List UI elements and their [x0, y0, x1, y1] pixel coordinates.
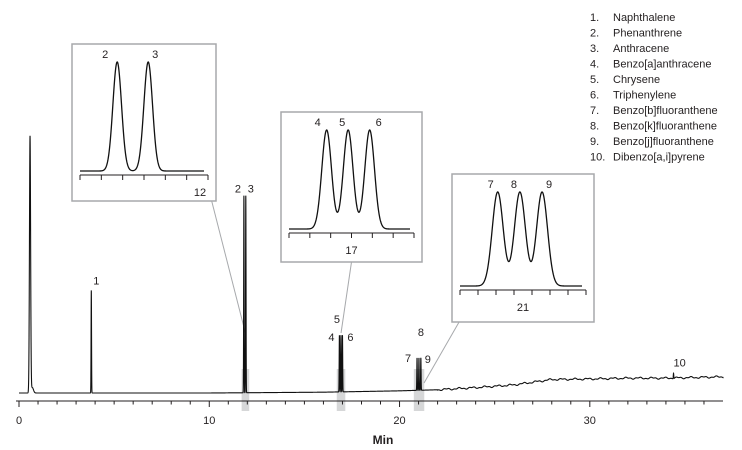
- legend-number: 6.: [590, 90, 599, 102]
- peak-label-9: 9: [425, 354, 431, 366]
- zoom-highlight-3: [413, 369, 425, 411]
- inset-1: 2 3 12: [71, 43, 217, 202]
- legend-compound-name: Dibenzo[a,i]pyrene: [613, 152, 705, 164]
- inset-frame: [451, 173, 595, 323]
- inset-connectors: [211, 200, 460, 384]
- peak-label-10: 10: [674, 358, 686, 370]
- peak-label-3: 3: [248, 184, 254, 196]
- peak-label-1: 1: [93, 275, 99, 287]
- inset-time-label: 12: [194, 187, 206, 199]
- inset-connector-3: [423, 321, 460, 384]
- x-tick-label: 0: [16, 415, 22, 427]
- inset-peak-label-6: 6: [376, 117, 382, 129]
- legend-compound-name: Benzo[a]anthracene: [613, 59, 711, 71]
- peak-label-5: 5: [334, 314, 340, 326]
- inset-peak-label-5: 5: [339, 117, 345, 129]
- inset-peak-label-8: 8: [511, 179, 517, 191]
- legend-number: 5.: [590, 74, 599, 86]
- legend-compound-name: Naphthalene: [613, 12, 675, 24]
- inset-trace: [80, 61, 204, 172]
- legend-number: 2.: [590, 28, 599, 40]
- legend-number: 9.: [590, 136, 599, 148]
- legend-number: 7.: [590, 105, 599, 117]
- x-axis-label: Min: [373, 433, 394, 447]
- inset-peak-label-9: 9: [546, 179, 552, 191]
- inset-trace: [460, 191, 582, 287]
- legend: 1. Naphthalene 2. Phenanthrene 3. Anthracene 4…: [590, 12, 718, 164]
- peak-label-6: 6: [347, 332, 353, 344]
- peak-label-4: 4: [328, 332, 334, 344]
- legend-compound-name: Benzo[b]fluoranthene: [613, 105, 718, 117]
- chromatogram-trace: [19, 135, 724, 394]
- zoom-highlight-bands: [241, 369, 425, 411]
- inset-time-label: 21: [517, 302, 529, 314]
- x-axis: 0 10 20 30: [16, 400, 723, 427]
- inset-time-label: 17: [345, 245, 357, 257]
- legend-number: 8.: [590, 121, 599, 133]
- inset-trace: [289, 129, 410, 230]
- legend-number: 1.: [590, 12, 599, 24]
- legend-compound-name: Benzo[k]fluoranthene: [613, 121, 717, 133]
- peak-label-8: 8: [418, 327, 424, 339]
- inset-peak-label-2: 2: [102, 49, 108, 61]
- peak-label-2: 2: [235, 184, 241, 196]
- inset-3: 7 8 9 21: [451, 173, 595, 323]
- x-tick-label: 10: [203, 415, 215, 427]
- legend-number: 4.: [590, 59, 599, 71]
- legend-compound-name: Chrysene: [613, 74, 660, 86]
- legend-number: 3.: [590, 43, 599, 55]
- legend-compound-name: Triphenylene: [613, 90, 676, 102]
- inset-peak-label-3: 3: [152, 49, 158, 61]
- x-tick-label: 30: [584, 415, 596, 427]
- inset-connector-2: [340, 261, 352, 334]
- inset-connector-1: [211, 200, 246, 334]
- x-tick-label: 20: [393, 415, 405, 427]
- legend-compound-name: Anthracene: [613, 43, 669, 55]
- inset-peak-label-4: 4: [315, 117, 321, 129]
- inset-peak-label-7: 7: [488, 179, 494, 191]
- inset-frame: [280, 111, 423, 263]
- peak-label-7: 7: [405, 353, 411, 365]
- inset-2: 4 5 6 17: [280, 111, 423, 263]
- legend-number: 10.: [590, 152, 605, 164]
- legend-compound-name: Benzo[j]fluoranthene: [613, 136, 714, 148]
- legend-compound-name: Phenanthrene: [613, 28, 682, 40]
